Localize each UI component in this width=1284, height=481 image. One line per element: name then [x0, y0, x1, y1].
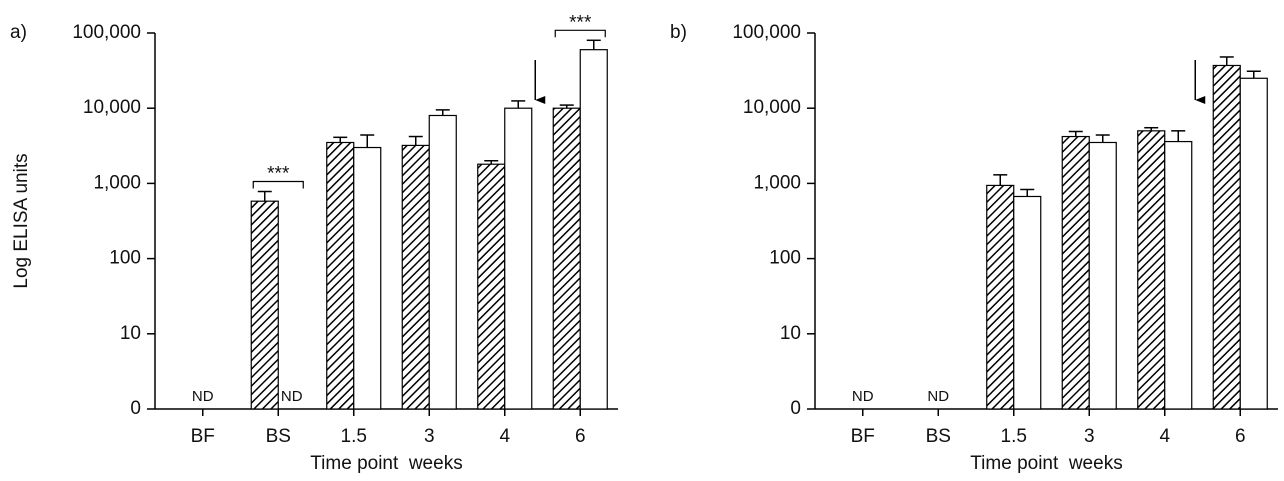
bar	[1164, 140, 1193, 410]
y-tick-label: 100,000	[72, 22, 141, 43]
y-tick-label: 1,000	[93, 172, 141, 193]
y-axis-label: Log ELISA units	[11, 153, 32, 288]
panel-label: b)	[670, 22, 687, 43]
x-tick-label: BS	[926, 426, 951, 447]
x-tick-label: BS	[266, 426, 291, 447]
bar	[353, 146, 382, 410]
y-tick-label: 1,000	[753, 172, 801, 193]
bar	[1212, 64, 1241, 410]
bar	[401, 144, 430, 410]
y-tick-label: 10	[780, 323, 801, 344]
bar	[986, 184, 1015, 410]
x-tick-label: 1.5	[1001, 426, 1027, 447]
y-tick-label: 10,000	[743, 97, 801, 118]
x-tick-label: BF	[851, 426, 875, 447]
bar	[1013, 195, 1042, 410]
bar	[1088, 141, 1117, 410]
significance-bracket	[554, 29, 606, 38]
nd-label: ND	[281, 388, 303, 405]
x-tick-label: 6	[1235, 426, 1246, 447]
x-tick-label: 3	[424, 426, 435, 447]
y-tick-label: 100	[769, 248, 801, 269]
nd-label: ND	[852, 388, 874, 405]
bar	[1061, 135, 1090, 410]
x-tick-label: 4	[1159, 426, 1170, 447]
bar	[504, 107, 533, 410]
x-tick-label: 6	[575, 426, 586, 447]
x-tick-label: 1.5	[341, 426, 367, 447]
significance-label: ***	[267, 164, 290, 185]
panel-label: a)	[10, 22, 27, 43]
x-tick-label: 4	[499, 426, 510, 447]
y-tick-label: 100,000	[732, 22, 801, 43]
y-tick-label: 100	[109, 248, 141, 269]
y-tick-label: 0	[130, 398, 141, 419]
x-axis-label: Time point weeks	[310, 453, 462, 474]
bar	[579, 49, 608, 410]
nd-label: ND	[192, 388, 214, 405]
x-tick-label: 3	[1084, 426, 1095, 447]
x-tick-label: BF	[191, 426, 215, 447]
y-tick-label: 0	[790, 398, 801, 419]
y-tick-label: 10	[120, 323, 141, 344]
significance-label: ***	[569, 12, 592, 33]
bar	[326, 141, 355, 410]
bar	[552, 107, 581, 410]
bar	[477, 163, 506, 410]
bar	[1239, 77, 1268, 410]
nd-label: ND	[927, 388, 949, 405]
bar	[250, 200, 279, 410]
significance-bracket	[252, 180, 304, 189]
bar	[428, 114, 457, 410]
bar	[1137, 130, 1166, 410]
x-axis-label: Time point weeks	[970, 453, 1122, 474]
y-tick-label: 10,000	[83, 97, 141, 118]
